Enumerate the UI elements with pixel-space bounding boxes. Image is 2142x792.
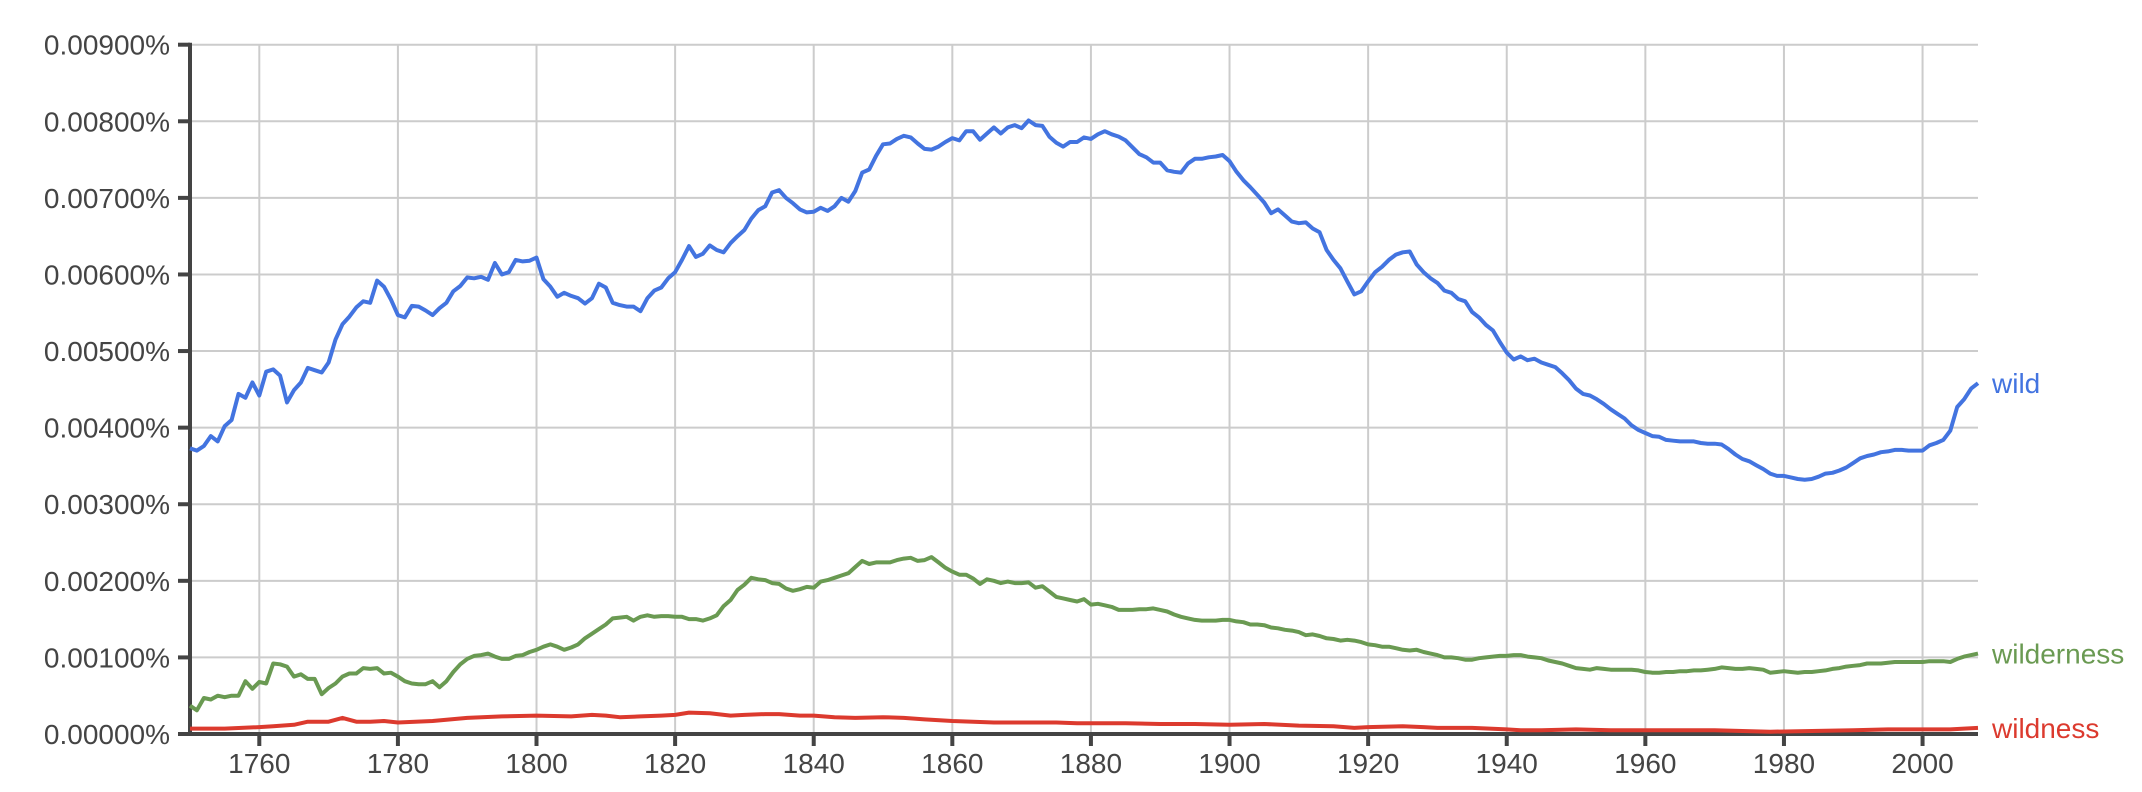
- x-tick-label: 1840: [783, 748, 845, 779]
- x-tick-label: 1940: [1476, 748, 1538, 779]
- gridlines: [190, 43, 1978, 734]
- series-line-wilderness[interactable]: [188, 555, 1979, 713]
- series-line-wild[interactable]: [189, 118, 1980, 482]
- x-tick-label: 1900: [1198, 748, 1260, 779]
- y-tick-label: 0.00300%: [44, 489, 170, 520]
- axes: [188, 42, 1978, 736]
- y-tick-label: 0.00000%: [44, 719, 170, 750]
- x-tick-label: 1980: [1753, 748, 1815, 779]
- y-axis-ticks: 0.00000% 0.00100% 0.00200% 0.00300% 0.00400%…: [44, 30, 190, 750]
- x-tick-label: 1920: [1337, 748, 1399, 779]
- x-tick-label: 1860: [921, 748, 983, 779]
- x-tick-label: 1820: [644, 748, 706, 779]
- y-tick-label: 0.00500%: [44, 336, 170, 367]
- series-lines: [188, 118, 1980, 734]
- x-tick-label: 1800: [505, 748, 567, 779]
- series-line-wildness[interactable]: [190, 710, 1979, 734]
- series-label-wild: wild: [1991, 368, 2040, 399]
- y-tick-label: 0.00200%: [44, 566, 170, 597]
- y-tick-label: 0.00100%: [44, 642, 170, 673]
- x-tick-label: 1760: [228, 748, 290, 779]
- x-tick-label: 1960: [1614, 748, 1676, 779]
- series-labels: wild wilderness wildness: [1991, 368, 2124, 744]
- y-tick-label: 0.00700%: [44, 183, 170, 214]
- series-label-wildness: wildness: [1991, 713, 2099, 744]
- y-tick-label: 0.00900%: [44, 30, 170, 61]
- x-axis-ticks: 1760 1780 1800 1820 1840 1860 1880 1900 1920 1940…: [228, 734, 1954, 779]
- y-tick-label: 0.00400%: [44, 413, 170, 444]
- y-tick-label: 0.00600%: [44, 259, 170, 290]
- x-tick-label: 2000: [1891, 748, 1953, 779]
- series-label-wilderness: wilderness: [1991, 639, 2124, 670]
- x-tick-label: 1780: [367, 748, 429, 779]
- y-tick-label: 0.00800%: [44, 106, 170, 137]
- x-tick-label: 1880: [1060, 748, 1122, 779]
